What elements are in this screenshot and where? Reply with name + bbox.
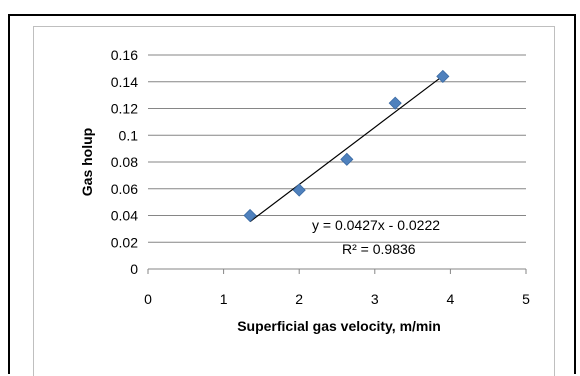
y-axis-title: Gas holup — [79, 128, 95, 196]
x-tick-label: 3 — [371, 291, 379, 307]
y-tick-label: 0.1 — [119, 127, 139, 143]
x-tick-label: 0 — [144, 291, 152, 307]
y-tick-label: 0.14 — [111, 74, 138, 90]
outer-frame — [8, 14, 576, 374]
x-axis-title: Superficial gas velocity, m/min — [237, 318, 441, 334]
y-tick-label: 0.08 — [111, 154, 138, 170]
trendline — [249, 75, 444, 223]
x-tick-label: 4 — [447, 291, 455, 307]
y-tick-label: 0.06 — [111, 181, 138, 197]
y-tick-label: 0 — [130, 261, 138, 277]
trendline-line — [249, 75, 444, 223]
y-tick-labels: 0 0.02 0.04 0.06 0.08 0.1 0.12 0.14 0.16 — [111, 47, 138, 277]
r-squared-label: R² = 0.9836 — [342, 241, 416, 257]
axes — [147, 268, 527, 274]
data-point — [388, 96, 402, 110]
y-tick-label: 0.02 — [111, 234, 138, 250]
x-tick-labels: 0 1 2 3 4 5 — [144, 291, 530, 307]
data-point — [340, 152, 354, 166]
gridlines — [148, 54, 526, 243]
chart-area — [33, 26, 555, 376]
y-tick-label: 0.04 — [111, 208, 138, 224]
data-points — [243, 69, 450, 223]
data-point — [436, 69, 450, 83]
x-tick-label: 2 — [295, 291, 303, 307]
y-tick-label: 0.16 — [111, 47, 138, 63]
data-point — [292, 183, 306, 197]
x-tick-label: 5 — [522, 291, 530, 307]
data-point — [243, 208, 257, 223]
y-tick-label: 0.12 — [111, 101, 138, 117]
trendline-equation: y = 0.0427x - 0.0222 — [312, 217, 440, 233]
x-tick-label: 1 — [220, 291, 228, 307]
